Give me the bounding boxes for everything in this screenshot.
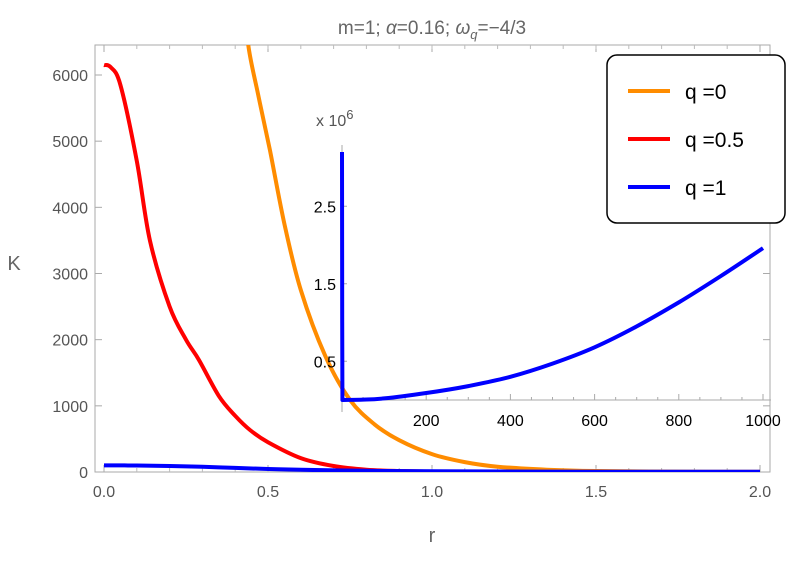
y-tick-label: 3000	[52, 267, 88, 284]
series-line-q-1	[103, 463, 761, 472]
inset-x-tick-label: 200	[413, 413, 440, 430]
y-axis-label: K	[7, 253, 21, 275]
x-axis-label: r	[429, 525, 436, 547]
x-tick-label: 0.0	[93, 484, 115, 501]
y-tick-label: 4000	[52, 200, 88, 217]
inset-y-tick-label: 2.5	[314, 199, 336, 216]
inset-x-tick-label: 1000	[745, 413, 781, 430]
inset-x-tick-label: 800	[665, 413, 692, 430]
inset-multiplier-label: x 106	[316, 107, 353, 130]
legend-label: q =0	[685, 81, 726, 104]
y-tick-label: 1000	[52, 399, 88, 416]
y-tick-label: 2000	[52, 333, 88, 350]
x-tick-label: 1.0	[421, 484, 443, 501]
inset-x-tick-label: 400	[497, 413, 524, 430]
legend-box	[606, 54, 786, 224]
chart-title: m=1; α=0.16; ωq=−4/3	[338, 18, 526, 42]
y-tick-label: 0	[79, 465, 88, 482]
inset-y-tick-label: 1.5	[314, 277, 336, 294]
y-tick-label: 6000	[52, 68, 88, 85]
legend-label: q =0.5	[685, 129, 744, 152]
x-tick-label: 0.5	[257, 484, 279, 501]
inset-y-tick-label: 0.5	[314, 354, 336, 371]
x-tick-label: 1.5	[585, 484, 607, 501]
x-tick-label: 2.0	[749, 484, 771, 501]
inset-x-tick-label: 600	[581, 413, 608, 430]
legend-label: q =1	[685, 177, 726, 200]
y-tick-label: 5000	[52, 134, 88, 151]
legend: q =0 q =0.5 q =1	[606, 54, 786, 224]
inset-series-line	[340, 151, 765, 402]
